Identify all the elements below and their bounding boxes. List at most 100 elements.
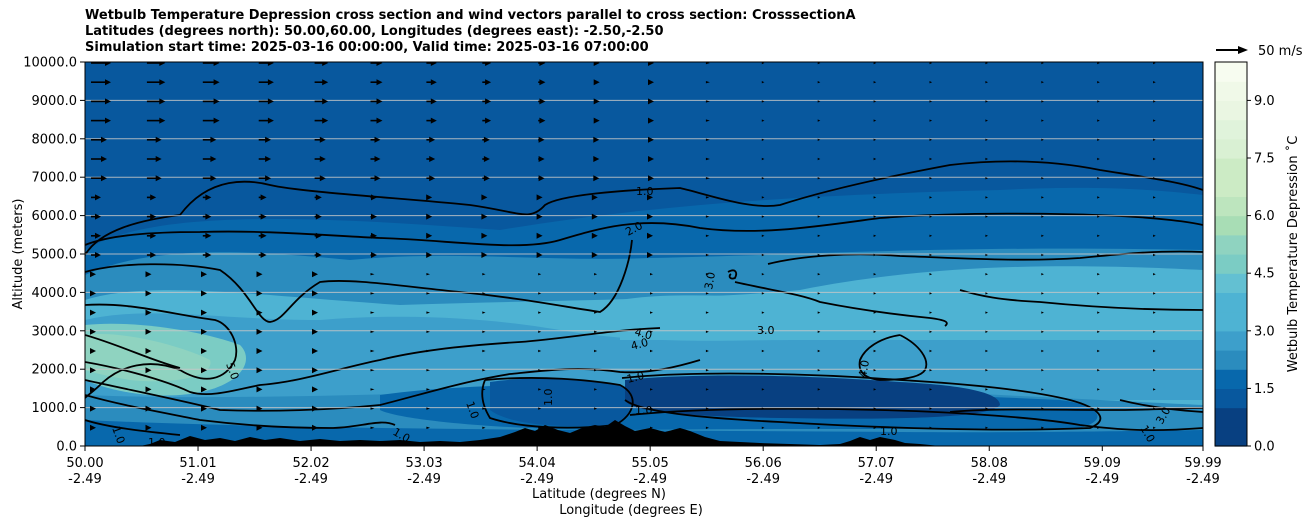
wind-vector	[91, 156, 107, 162]
x-tick-label-lat: 51.01	[179, 456, 216, 471]
wind-vector	[929, 349, 933, 353]
wind-vector	[873, 273, 877, 276]
contour-label: 4.0	[633, 325, 653, 342]
colorbar: 0.0 1.5 3.0 4.5 6.0 7.5 9.0	[1214, 61, 1275, 455]
y-tick-label: 4000.0	[32, 286, 78, 301]
wind-vector	[873, 407, 877, 410]
wind-vector	[761, 157, 765, 161]
wind-vector	[873, 234, 877, 237]
wind-vector	[481, 252, 488, 258]
wind-vector	[1097, 349, 1100, 353]
wind-vector	[1153, 196, 1156, 199]
x-tick-label-lon: -2.49	[1186, 472, 1220, 487]
colorbar-band	[1215, 350, 1247, 370]
wind-vector	[705, 62, 710, 65]
wind-vector	[761, 177, 765, 180]
wind-vector	[482, 273, 486, 276]
wind-vector	[202, 156, 217, 162]
wind-vector	[146, 156, 162, 162]
colorbar-band	[1215, 407, 1247, 428]
contour-line	[734, 281, 948, 327]
colorbar-tick-label: 3.0	[1254, 324, 1275, 339]
wind-vector	[648, 98, 654, 105]
wind-vector	[985, 330, 988, 333]
wind-vector	[146, 232, 157, 239]
wind-vector	[650, 292, 653, 295]
x-tick-label-lon: -2.49	[294, 472, 328, 487]
y-tick-label: 10000.0	[23, 56, 77, 71]
wind-vector	[817, 426, 821, 429]
wind-vector	[481, 232, 488, 239]
wind-vector	[985, 234, 988, 237]
wind-vector	[761, 349, 765, 353]
wind-vector	[1041, 369, 1044, 372]
wind-vector	[426, 156, 436, 162]
wind-vector	[146, 79, 166, 86]
wind-vector	[929, 388, 933, 391]
wind-vector	[538, 156, 545, 162]
contour-label: 1.0	[625, 369, 645, 386]
wind-vector	[201, 348, 207, 354]
wind-vector	[258, 98, 274, 105]
contour-label: 3.0	[757, 324, 775, 337]
wind-vector	[256, 424, 263, 431]
wind-vector	[146, 213, 157, 220]
wind-vector	[594, 407, 598, 410]
contour-label: 4.0	[856, 359, 872, 378]
y-tick-label: 8000.0	[32, 132, 78, 147]
wind-vector	[1153, 273, 1156, 276]
wind-vector	[817, 311, 821, 314]
contour-line	[858, 334, 928, 381]
wind-vector	[1041, 81, 1044, 84]
wind-vector	[1153, 330, 1156, 333]
wind-vector	[705, 253, 710, 257]
wind-vector	[426, 252, 433, 258]
wind-vector	[370, 117, 383, 124]
wind-vector	[1097, 253, 1100, 257]
wind-vector	[426, 194, 433, 201]
wind-vector	[145, 405, 152, 412]
wind-vector	[538, 369, 542, 372]
wind-vector	[90, 386, 96, 393]
wind-vector	[258, 194, 267, 201]
colorbar-tick-label: 1.5	[1254, 382, 1275, 397]
contour-line	[949, 407, 1203, 413]
wind-vector	[648, 79, 654, 86]
colorbar-tick-label: 0.0	[1254, 440, 1275, 455]
wind-vector	[538, 407, 542, 410]
wind-vector	[90, 367, 96, 374]
colorbar-band	[1215, 138, 1247, 159]
contour-label-group: 1.0 2.0 3.0 3.0 4.0 4.0 5.0 4.0 1.0 1.0 …	[109, 185, 1173, 449]
wind-vector	[650, 369, 653, 372]
wind-vector	[146, 117, 166, 124]
wind-vector	[1041, 349, 1044, 353]
wind-vector	[256, 328, 263, 335]
wind-vector	[426, 232, 433, 239]
x-tick-label-lat: 50.00	[66, 456, 103, 471]
wind-vector	[201, 328, 207, 335]
contour-line	[621, 372, 1102, 431]
wind-vector	[201, 424, 207, 431]
wind-vector	[370, 98, 383, 105]
x-tick-label-lat: 56.06	[745, 456, 782, 471]
wind-vector	[258, 62, 274, 66]
colorbar-band	[1215, 62, 1247, 82]
contour-label: 1.0	[880, 425, 898, 438]
colorbar-band	[1215, 177, 1247, 197]
wind-vector	[650, 407, 653, 410]
wind-vector	[1153, 349, 1156, 353]
wind-vector	[817, 273, 821, 276]
y-tick-label: 7000.0	[32, 171, 78, 186]
wind-vector	[817, 253, 821, 257]
wind-vector	[312, 386, 318, 393]
wind-vector	[648, 136, 654, 143]
wind-vector	[1097, 157, 1100, 161]
terrain	[140, 420, 940, 446]
wind-vector	[817, 330, 821, 333]
wind-vector	[594, 349, 598, 353]
wind-vector	[1153, 62, 1156, 65]
contour-lines	[85, 160, 1203, 436]
wind-vector	[370, 62, 383, 66]
wind-vector	[817, 100, 821, 103]
wind-vector	[705, 388, 709, 391]
